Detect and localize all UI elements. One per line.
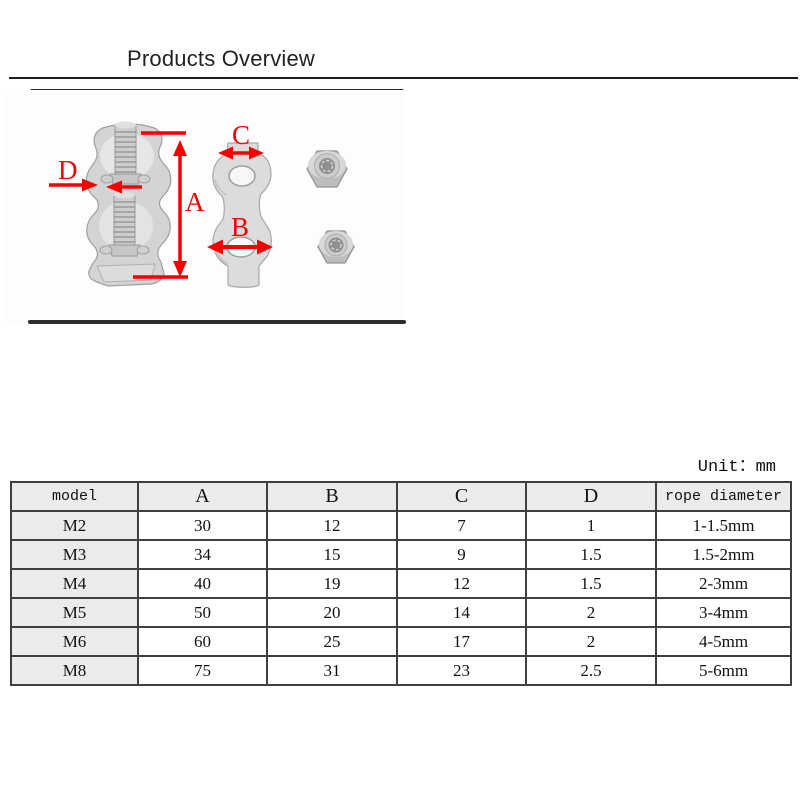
dimension-label-a: A — [185, 187, 205, 217]
hex-nut — [306, 150, 348, 188]
dimension-label-d: D — [58, 155, 78, 185]
value-cell: 31 — [266, 655, 398, 686]
value-cell: 7 — [396, 510, 527, 541]
value-cell: 1 — [525, 510, 657, 541]
col-header-a: A — [137, 481, 268, 512]
value-cell: 30 — [137, 510, 268, 541]
value-cell: 60 — [137, 626, 268, 657]
table-row: M6 60 25 17 2 4-5mm — [10, 626, 792, 657]
photo-background — [5, 90, 405, 325]
table-row: M3 34 15 9 1.5 1.5-2mm — [10, 539, 792, 570]
col-header-b: B — [266, 481, 398, 512]
col-header-d: D — [525, 481, 657, 512]
hex-nut — [317, 230, 355, 264]
value-cell: 15 — [266, 539, 398, 570]
value-cell: 1-1.5mm — [655, 510, 792, 541]
threaded-bolt — [99, 191, 150, 257]
model-cell: M4 — [10, 568, 139, 599]
value-cell: 34 — [137, 539, 268, 570]
header-divider — [9, 77, 798, 79]
model-cell: M3 — [10, 539, 139, 570]
value-cell: 19 — [266, 568, 398, 599]
value-cell: 1.5 — [525, 539, 657, 570]
dimension-label-b: B — [231, 212, 249, 242]
col-header-c: C — [396, 481, 527, 512]
value-cell: 50 — [137, 597, 268, 628]
figure-bottom-rule — [28, 320, 406, 324]
value-cell: 1.5 — [525, 568, 657, 599]
value-cell: 1.5-2mm — [655, 539, 792, 570]
threaded-bolt — [100, 121, 151, 185]
value-cell: 4-5mm — [655, 626, 792, 657]
model-cell: M2 — [10, 510, 139, 541]
value-cell: 2.5 — [525, 655, 657, 686]
value-cell: 2 — [525, 597, 657, 628]
value-cell: 23 — [396, 655, 527, 686]
col-header-rope-diameter: rope diameter — [655, 481, 792, 512]
saddle-plate — [212, 142, 272, 288]
value-cell: 25 — [266, 626, 398, 657]
model-cell: M8 — [10, 655, 139, 686]
value-cell: 9 — [396, 539, 527, 570]
col-header-model: model — [10, 481, 139, 512]
value-cell: 17 — [396, 626, 527, 657]
dimension-label-c: C — [232, 120, 250, 150]
table-header-row: model A B C D rope diameter — [10, 481, 792, 512]
value-cell: 14 — [396, 597, 527, 628]
dimension-annotations: D A C B — [49, 120, 273, 279]
product-photo-figure: D A C B — [5, 90, 405, 325]
duplex-wire-rope-clip — [85, 121, 172, 287]
spec-table: model A B C D rope diameter M2 30 12 7 1… — [10, 481, 792, 686]
table-row: M2 30 12 7 1 1-1.5mm — [10, 510, 792, 541]
value-cell: 75 — [137, 655, 268, 686]
value-cell: 5-6mm — [655, 655, 792, 686]
table-row: M4 40 19 12 1.5 2-3mm — [10, 568, 792, 599]
table-row: M8 75 31 23 2.5 5-6mm — [10, 655, 792, 686]
unit-label: Unit：mm — [697, 458, 776, 477]
model-cell: M6 — [10, 626, 139, 657]
value-cell: 12 — [266, 510, 398, 541]
value-cell: 12 — [396, 568, 527, 599]
value-cell: 2-3mm — [655, 568, 792, 599]
value-cell: 3-4mm — [655, 597, 792, 628]
model-cell: M5 — [10, 597, 139, 628]
table-row: M5 50 20 14 2 3-4mm — [10, 597, 792, 628]
value-cell: 40 — [137, 568, 268, 599]
page-title: Products Overview — [127, 46, 316, 71]
value-cell: 2 — [525, 626, 657, 657]
value-cell: 20 — [266, 597, 398, 628]
